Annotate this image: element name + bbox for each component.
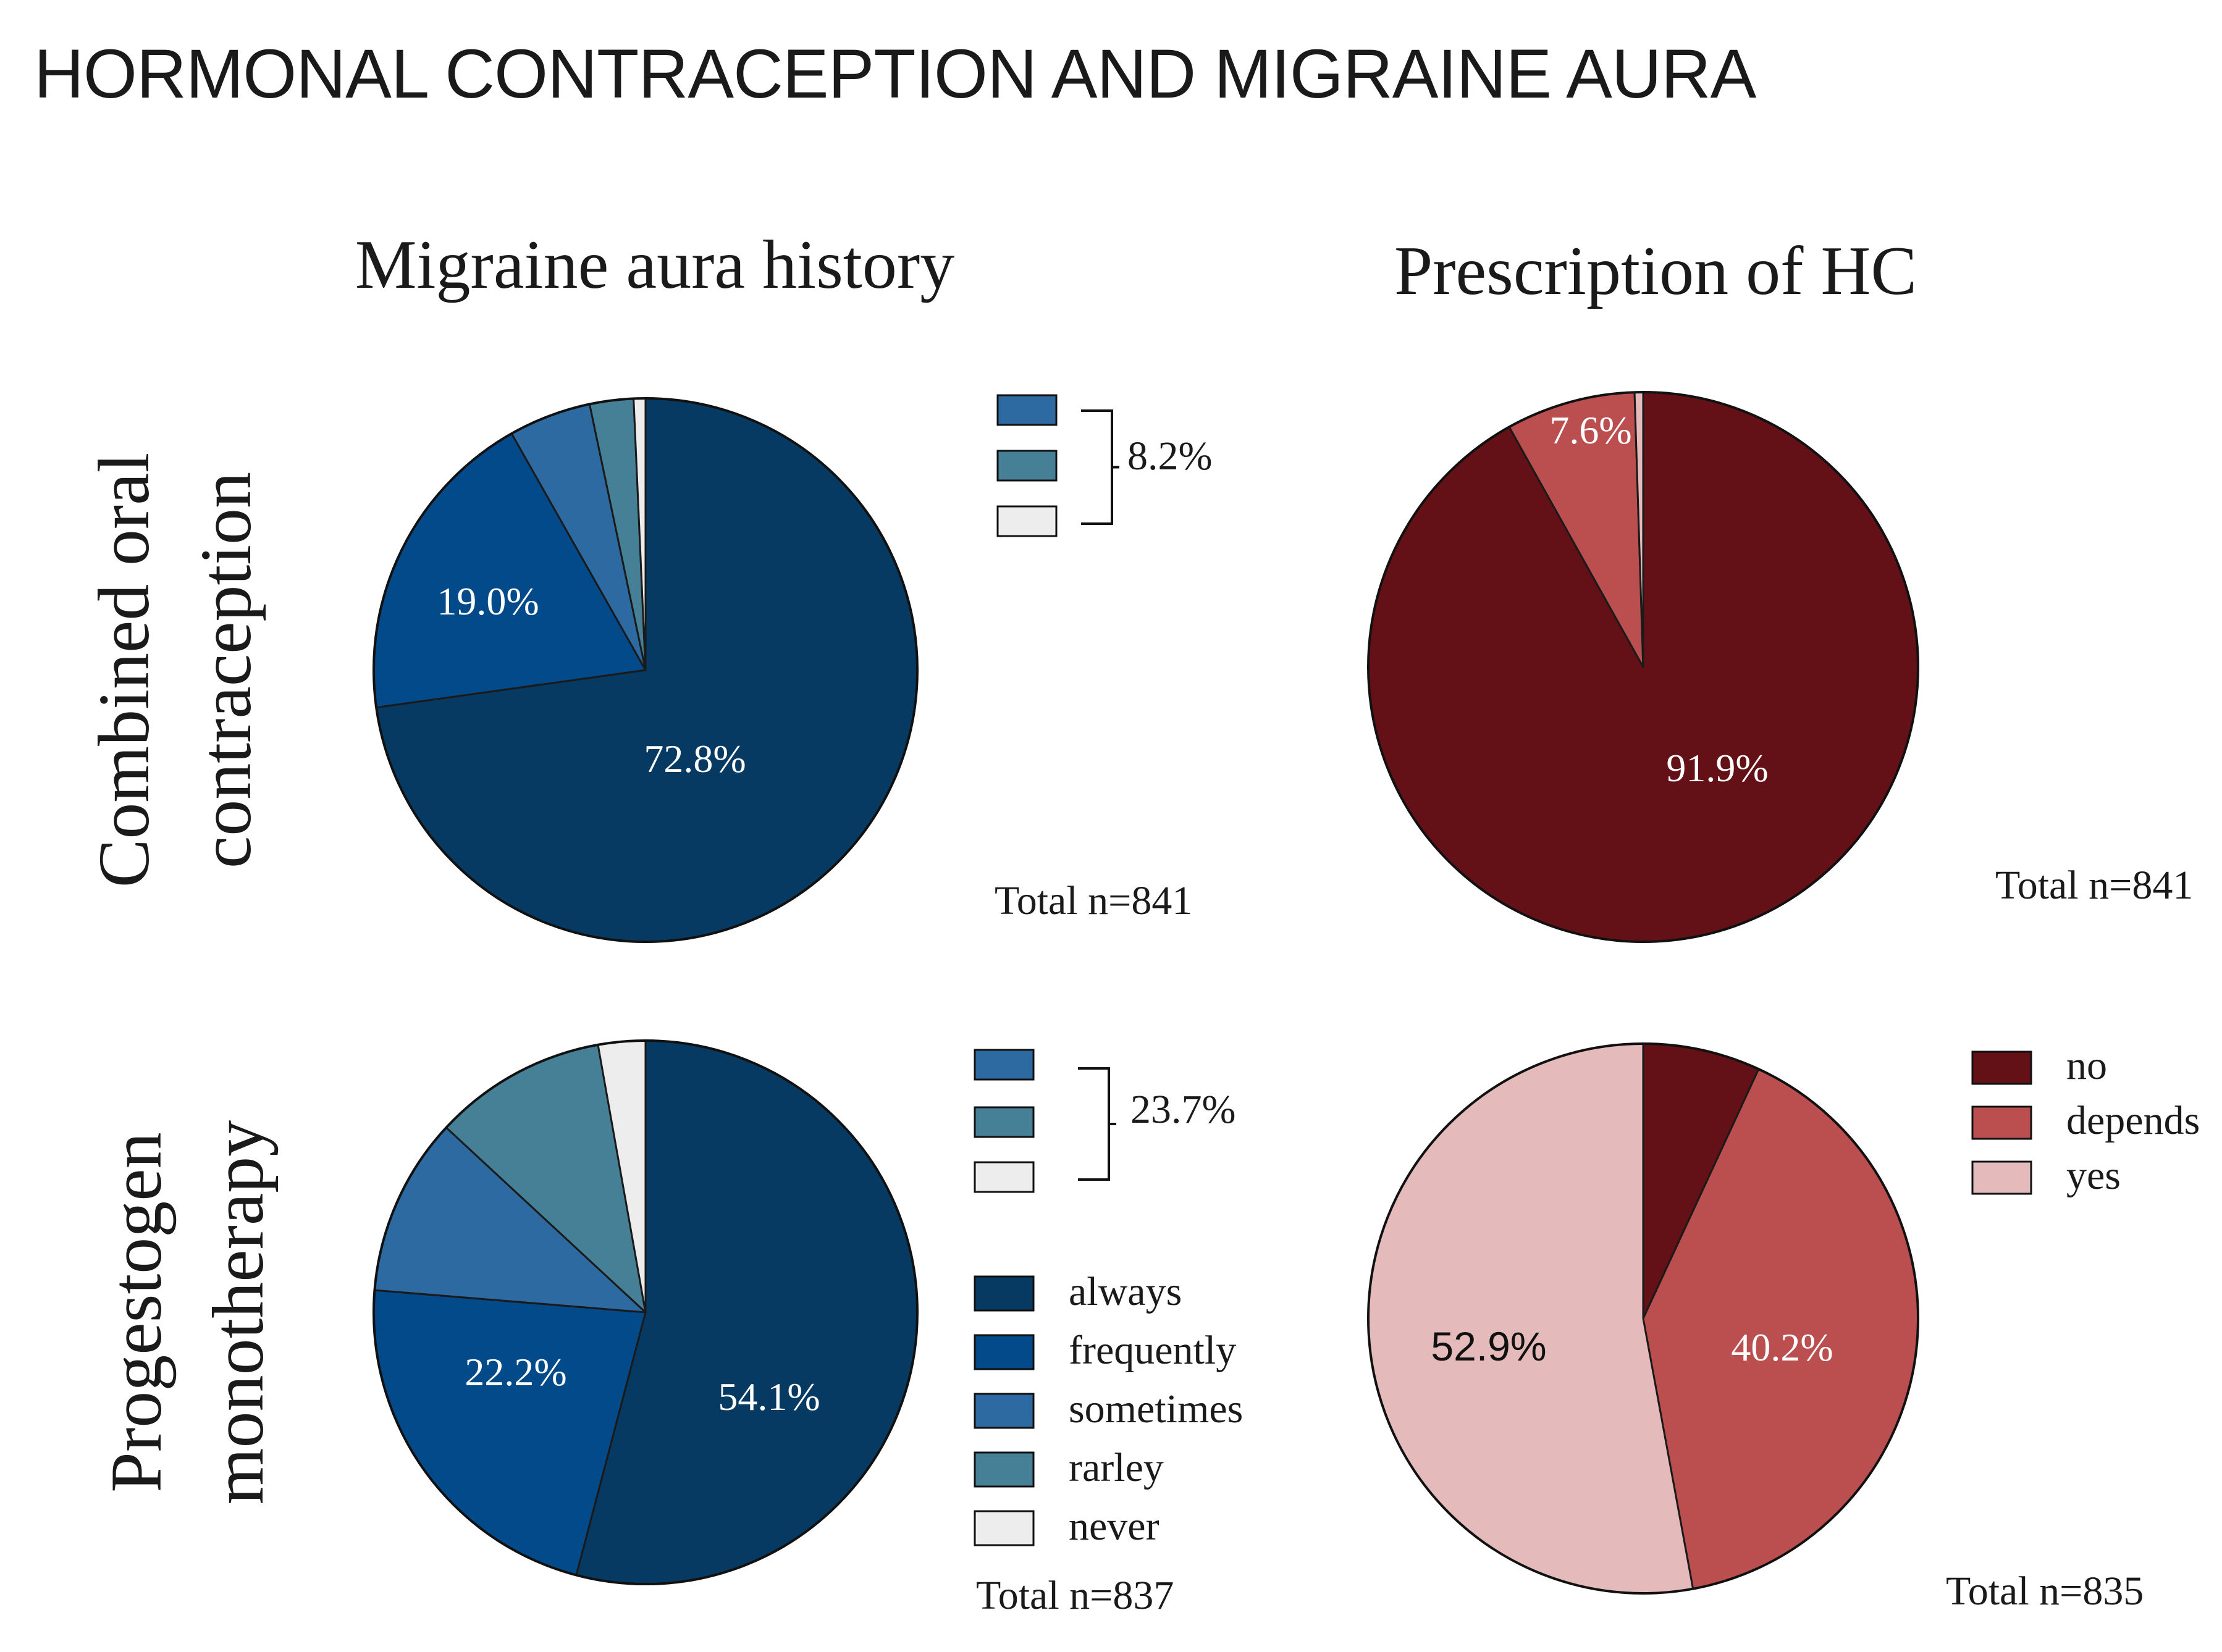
pie-chart-pm-prescription: 40.2% 52.9% Total n=835 — [1367, 1042, 2144, 1614]
pie-data-label: 19.0% — [437, 579, 539, 623]
legend-label-frequently: frequently — [1069, 1328, 1236, 1373]
legend-swatch-rarley — [974, 1451, 1035, 1488]
pie-outline — [372, 397, 919, 943]
bracket-percent-label: 8.2% — [1127, 434, 1212, 479]
pie-data-label: 54.1% — [718, 1375, 820, 1419]
bracket-swatch-sometimes — [996, 394, 1058, 426]
pie-outline — [372, 1039, 919, 1585]
total-label: Total n=837 — [976, 1573, 1174, 1618]
bracket-swatch-never — [974, 1161, 1035, 1193]
legend-swatch-yes — [1971, 1160, 2032, 1195]
legend-label-always: always — [1069, 1269, 1182, 1314]
bracket-swatch-rarley — [996, 450, 1058, 482]
total-label: Total n=841 — [995, 878, 1192, 923]
legend-aura: always frequently sometimes rarley never — [974, 1269, 1243, 1549]
pie-outline — [1367, 1042, 1919, 1595]
pie-chart-pm-aura: 54.1% 22.2% Total n=837 23.7% — [372, 1039, 1235, 1618]
pie-outline — [1367, 391, 1919, 943]
legend-swatch-frequently — [974, 1334, 1035, 1370]
legend-swatch-no — [1971, 1050, 2032, 1085]
legend-label-never: never — [1069, 1504, 1159, 1549]
pie-data-label: 22.2% — [465, 1350, 566, 1394]
pie-data-label: 7.6% — [1549, 408, 1631, 452]
legend-label-yes: yes — [2066, 1153, 2121, 1198]
legend-label-sometimes: sometimes — [1069, 1386, 1243, 1432]
bracket-percent-label: 23.7% — [1130, 1087, 1235, 1132]
legend-label-rarley: rarley — [1069, 1445, 1164, 1490]
legend-swatch-never — [974, 1510, 1035, 1546]
total-label: Total n=841 — [1995, 863, 2193, 908]
legend-label-depends: depends — [2066, 1098, 2200, 1143]
bracket-swatch-never — [996, 505, 1058, 537]
bracket-line — [1081, 409, 1119, 525]
pie-data-label: 91.9% — [1666, 746, 1768, 790]
pie-chart-coc-prescription: 91.9% 7.6% Total n=841 — [1367, 391, 2193, 943]
bracket-line — [1078, 1067, 1116, 1181]
column-title-prescription: Prescription of HC — [1394, 233, 1917, 309]
total-label: Total n=835 — [1946, 1569, 2144, 1614]
legend-swatch-always — [974, 1275, 1035, 1312]
bracket-swatch-sometimes — [974, 1049, 1035, 1081]
pie-data-label: 72.8% — [644, 737, 746, 781]
pie-data-label: 52.9% — [1431, 1323, 1546, 1369]
main-title: HORMONAL CONTRACEPTION AND MIGRAINE AURA — [34, 35, 1756, 112]
legend-swatch-depends — [1971, 1105, 2032, 1140]
legend-prescription: no depends yes — [1971, 1043, 2200, 1198]
legend-label-no: no — [2066, 1043, 2107, 1088]
pie-chart-coc-aura: 72.8% 19.0% Total n=841 8.2% — [372, 394, 1212, 943]
column-title-aura: Migraine aura history — [355, 227, 955, 303]
legend-swatch-sometimes — [974, 1393, 1035, 1429]
pie-data-label: 40.2% — [1731, 1325, 1833, 1369]
bracket-swatch-rarley — [974, 1106, 1035, 1138]
